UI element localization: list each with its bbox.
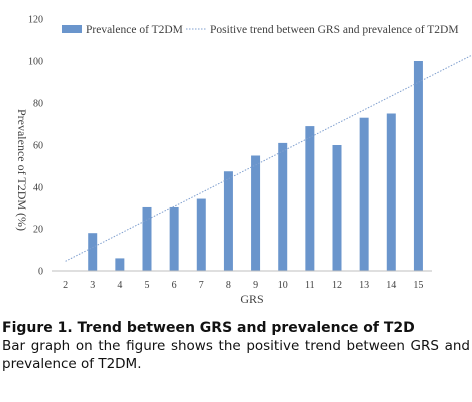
- x-tick-label: 15: [413, 280, 423, 291]
- x-tick-label: 7: [199, 280, 204, 291]
- bar: [332, 145, 342, 271]
- bar: [196, 198, 206, 271]
- y-axis-title: Prevalence of T2DM (%): [15, 109, 29, 231]
- y-tick-label: 120: [28, 15, 43, 26]
- y-tick-label: 100: [28, 57, 43, 68]
- legend: Prevalence of T2DM Positive trend betwee…: [62, 24, 459, 36]
- x-axis-title: GRS: [240, 292, 263, 306]
- bar: [251, 155, 261, 271]
- bars: [88, 61, 423, 271]
- x-tick-label: 13: [359, 280, 369, 291]
- y-axis-ticks: 0 20 40 60 80 100 120: [28, 15, 43, 278]
- x-tick-label: 9: [253, 280, 258, 291]
- legend-label-trend: Positive trend between GRS and prevalenc…: [210, 24, 459, 36]
- x-tick-label: 10: [278, 280, 288, 291]
- y-tick-label: 20: [33, 225, 43, 236]
- x-tick-label: 8: [226, 280, 231, 291]
- x-tick-label: 2: [63, 280, 68, 291]
- x-tick-label: 11: [305, 280, 315, 291]
- bar: [386, 113, 396, 271]
- bar: [305, 126, 315, 271]
- bar: [88, 233, 98, 271]
- x-tick-label: 14: [386, 280, 396, 291]
- legend-label-prevalence: Prevalence of T2DM: [86, 24, 183, 36]
- x-axis-ticks: 2 3 4 5 6 7 8 9 10 11 12 13 14 15: [63, 280, 423, 291]
- x-tick-label: 6: [172, 280, 177, 291]
- bar: [169, 206, 179, 271]
- bar: [359, 117, 369, 271]
- figure-caption: Figure 1. Trend between GRS and prevalen…: [2, 319, 470, 373]
- caption-text: Bar graph on the figure shows the positi…: [2, 338, 470, 372]
- bar-chart: 0 20 40 60 80 100 120 2 3 4 5 6 7 8 9 10 11 12 13 14 15 GRS…: [15, 15, 472, 306]
- x-tick-label: 5: [145, 280, 150, 291]
- x-tick-label: 12: [332, 280, 342, 291]
- bar: [115, 258, 125, 271]
- x-tick-label: 3: [90, 280, 95, 291]
- x-tick-label: 4: [117, 280, 122, 291]
- y-tick-label: 60: [33, 141, 43, 152]
- y-tick-label: 80: [33, 99, 43, 110]
- caption-title: Figure 1. Trend between GRS and prevalen…: [2, 320, 415, 336]
- bar: [142, 206, 152, 271]
- bar: [278, 142, 288, 271]
- trend-line: [65, 54, 472, 262]
- legend-swatch-bar: [62, 25, 82, 33]
- y-tick-label: 0: [38, 267, 43, 278]
- bar: [413, 61, 423, 271]
- bar: [223, 171, 233, 271]
- y-tick-label: 40: [33, 183, 43, 194]
